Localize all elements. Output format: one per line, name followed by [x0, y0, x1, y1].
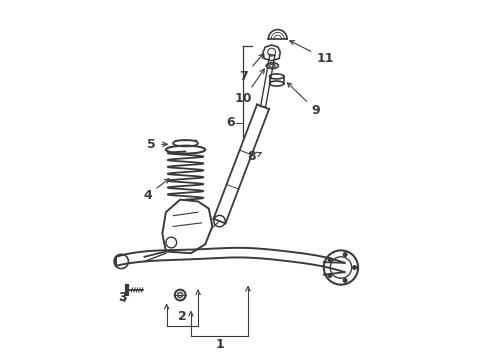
Circle shape: [327, 274, 331, 277]
Text: 3: 3: [118, 291, 126, 304]
Text: 2: 2: [177, 310, 186, 323]
Text: 8: 8: [247, 150, 261, 163]
Circle shape: [352, 266, 356, 269]
Text: 9: 9: [287, 83, 320, 117]
Text: 6: 6: [226, 116, 235, 129]
Circle shape: [343, 253, 346, 256]
Text: 11: 11: [289, 41, 333, 65]
Text: 4: 4: [142, 179, 169, 202]
Text: 1: 1: [215, 338, 224, 351]
Circle shape: [327, 258, 331, 261]
Text: 5: 5: [147, 138, 167, 151]
Text: 7: 7: [239, 54, 263, 83]
Circle shape: [343, 279, 346, 282]
Text: 10: 10: [235, 69, 264, 105]
